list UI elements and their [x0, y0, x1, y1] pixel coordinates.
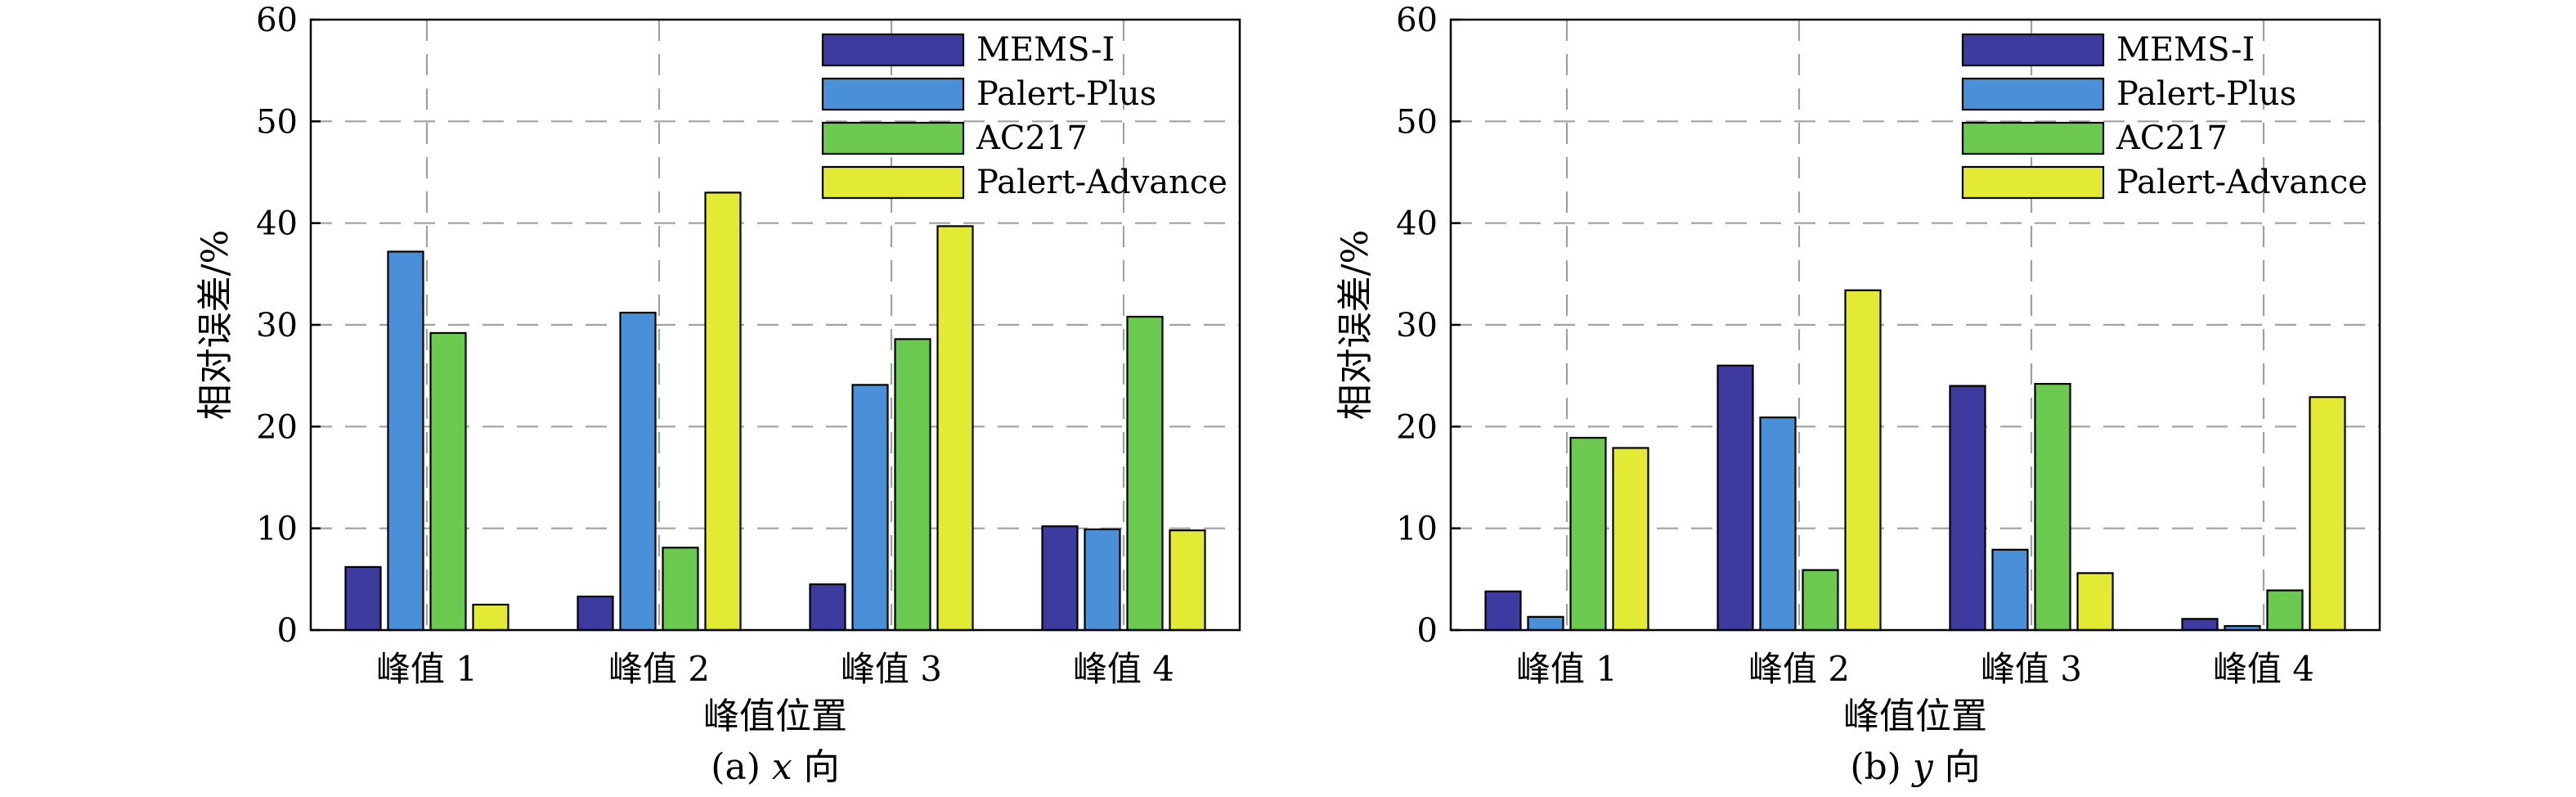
legend-swatch-mems-i	[1961, 33, 2105, 67]
bar-ac217-2	[1802, 569, 1839, 632]
y-tick-label: 0	[1417, 612, 1438, 650]
bar-palert-plus-2	[1759, 417, 1797, 632]
bar-mems-i-1	[344, 565, 382, 632]
bar-mems-i-3	[1949, 385, 1986, 632]
bar-ac217-3	[2034, 383, 2071, 632]
legend-label-palert-plus: Palert-Plus	[2116, 75, 2296, 113]
caption-variable: x	[772, 746, 792, 788]
bar-mems-i-4	[2181, 618, 2219, 632]
bar-palert-advance-2	[704, 191, 742, 632]
y-tick-label: 10	[1396, 511, 1438, 548]
bar-palert-plus-2	[619, 311, 657, 632]
bar-palert-advance-3	[936, 225, 974, 632]
y-tick-label: 40	[1396, 205, 1438, 243]
y-axis-label: 相对误差/%	[195, 230, 236, 421]
x-tick-label: 峰值 1	[1516, 649, 1618, 689]
y-tick-label: 30	[1396, 307, 1438, 344]
legend-swatch-palert-plus	[821, 77, 965, 111]
bar-palert-advance-3	[2076, 572, 2114, 632]
bar-palert-advance-1	[1612, 447, 1649, 632]
y-tick-label: 0	[277, 612, 298, 650]
legend-label-palert-plus: Palert-Plus	[976, 75, 1156, 113]
bar-ac217-4	[1126, 315, 1164, 632]
bar-mems-i-2	[577, 595, 614, 632]
chart-panel-a: 0 10 20 30 40 50 60 峰值 1 峰值 2 峰值 3 峰值 4 峰值位置 相对误差/% (…	[195, 2, 1241, 788]
x-tick-label: 峰值 3	[1981, 649, 2082, 689]
bar-palert-advance-2	[1844, 289, 1882, 632]
x-tick-label: 峰值 2	[608, 649, 710, 689]
caption-prefix: (a)	[711, 746, 772, 788]
caption-suffix: 向	[792, 746, 840, 788]
x-tick-label: 峰值 4	[1073, 649, 1174, 689]
x-axis-label: 峰值位置	[1843, 696, 1987, 737]
x-axis-label: 峰值位置	[703, 696, 847, 737]
x-tick-label: 峰值 2	[1748, 649, 1850, 689]
legend-label-mems-i: MEMS-I	[976, 31, 1115, 69]
x-tick-label: 峰值 4	[2213, 649, 2314, 689]
chart-panel-b: 0 10 20 30 40 50 60 峰值 1 峰值 2 峰值 3 峰值 4 峰值位置 相对误差/% (…	[1335, 2, 2381, 788]
y-tick-label: 40	[256, 205, 298, 243]
bar-palert-plus-1	[387, 250, 424, 632]
legend: MEMS-I Palert-Plus AC217 Palert-Advance	[821, 31, 1227, 201]
y-tick-label: 60	[1396, 2, 1438, 39]
legend-label-palert-advance: Palert-Advance	[2116, 164, 2367, 201]
legend-swatch-palert-advance	[821, 165, 965, 200]
legend-swatch-palert-plus	[1961, 77, 2105, 111]
caption-prefix: (b)	[1850, 746, 1912, 788]
bar-ac217-1	[429, 331, 467, 632]
caption-suffix: 向	[1933, 746, 1981, 788]
y-tick-label: 20	[1396, 408, 1438, 446]
bar-mems-i-1	[1484, 590, 1522, 632]
y-tick-label: 50	[256, 103, 298, 141]
bar-palert-advance-1	[472, 603, 509, 632]
bar-mems-i-2	[1717, 364, 1754, 632]
bar-palert-plus-4	[1084, 528, 1121, 632]
bar-mems-i-3	[809, 583, 846, 632]
y-axis-label: 相对误差/%	[1335, 230, 1376, 421]
bar-palert-advance-4	[1169, 529, 1206, 632]
bar-ac217-2	[662, 547, 699, 632]
legend-swatch-palert-advance	[1961, 165, 2105, 200]
bar-ac217-4	[2266, 589, 2304, 632]
legend: MEMS-I Palert-Plus AC217 Palert-Advance	[1961, 31, 2367, 201]
x-tick-label: 峰值 1	[376, 649, 478, 689]
y-tick-label: 10	[256, 511, 298, 548]
legend-label-ac217: AC217	[2116, 119, 2228, 157]
bar-palert-plus-3	[1991, 548, 2029, 632]
x-tick-label: 峰值 3	[841, 649, 942, 689]
y-tick-label: 20	[256, 408, 298, 446]
legend-label-palert-advance: Palert-Advance	[976, 164, 1227, 201]
bar-ac217-3	[894, 338, 931, 632]
bar-palert-advance-4	[2309, 396, 2346, 632]
bar-palert-plus-3	[851, 384, 889, 632]
bar-mems-i-4	[1041, 525, 1079, 632]
bar-ac217-1	[1569, 436, 1607, 632]
legend-swatch-mems-i	[821, 33, 965, 67]
y-tick-label: 60	[256, 2, 298, 39]
panel-caption: (b) y 向	[1850, 746, 1980, 788]
bar-palert-plus-1	[1527, 615, 1564, 632]
legend-label-ac217: AC217	[976, 119, 1088, 157]
y-tick-label: 50	[1396, 103, 1438, 141]
panel-caption: (a) x 向	[711, 746, 839, 788]
legend-label-mems-i: MEMS-I	[2116, 31, 2255, 69]
y-tick-label: 30	[256, 307, 298, 344]
legend-swatch-ac217	[1961, 121, 2105, 155]
legend-swatch-ac217	[821, 121, 965, 155]
caption-variable: y	[1911, 746, 1934, 788]
